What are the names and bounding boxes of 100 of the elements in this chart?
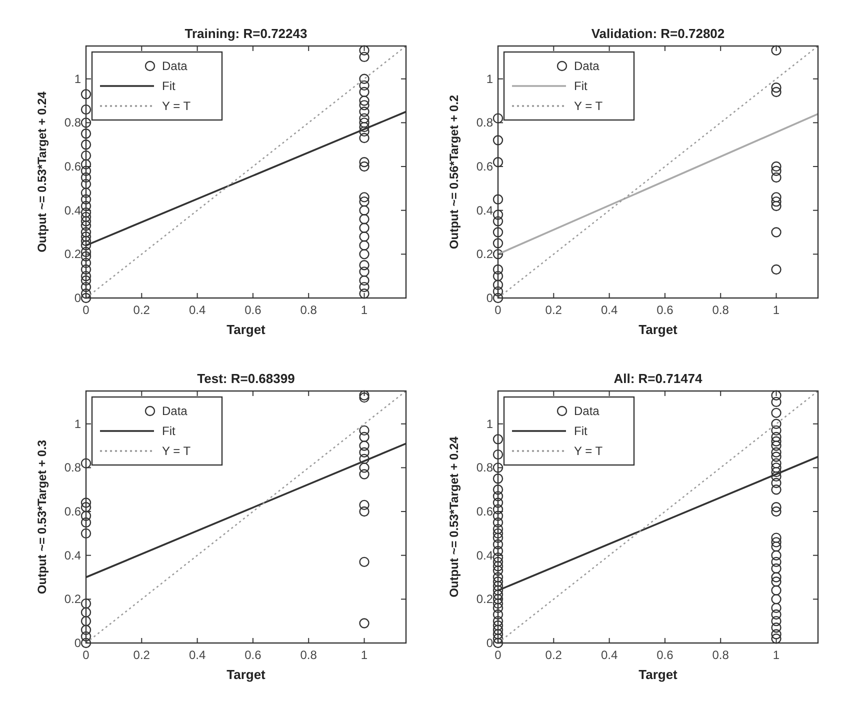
legend-label: Y = T — [574, 99, 604, 113]
point — [80, 598, 92, 609]
x-tick-label: 0.2 — [133, 303, 150, 317]
point — [80, 159, 92, 170]
point — [80, 200, 92, 212]
legend-label: Fit — [574, 424, 588, 438]
point — [359, 80, 370, 91]
y-tick-label: 1 — [74, 72, 82, 86]
x-tick-label: 0.4 — [600, 303, 618, 317]
point — [80, 275, 92, 286]
chart-title: Test: R=0.68399 — [197, 371, 295, 386]
point — [80, 270, 92, 282]
point — [80, 118, 92, 128]
point — [80, 517, 92, 528]
legend-label: Fit — [162, 79, 176, 93]
point — [771, 196, 782, 207]
point — [492, 227, 504, 238]
point — [359, 260, 370, 270]
legend-label: Y = T — [574, 444, 604, 458]
point — [492, 280, 504, 290]
point — [492, 216, 504, 226]
point — [492, 113, 504, 124]
y-axis-title: Output ~= 0.56*Target + 0.2 — [447, 94, 461, 250]
y-axis-title: Output ~= 0.53*Target + 0.3 — [35, 440, 49, 594]
x-axis-title: Target — [226, 667, 266, 682]
point — [80, 104, 92, 115]
point — [492, 157, 504, 168]
point — [771, 166, 782, 176]
y-tick-label: 0.4 — [64, 548, 82, 562]
point — [359, 192, 370, 202]
point — [359, 86, 370, 98]
chart-title: Validation: R=0.72802 — [591, 26, 725, 41]
point — [359, 447, 370, 458]
chart-title: Training: R=0.72243 — [184, 26, 308, 41]
point — [359, 161, 370, 172]
point — [359, 52, 370, 62]
point — [359, 432, 370, 442]
point — [359, 118, 370, 128]
legend-label: Data — [574, 59, 600, 73]
x-tick-label: 0 — [82, 303, 90, 317]
point — [359, 96, 370, 106]
legend-label: Fit — [574, 79, 588, 93]
y-tick-label: 0.6 — [64, 504, 82, 519]
x-tick-label: 0.8 — [712, 648, 730, 662]
point — [359, 440, 370, 451]
point — [80, 240, 92, 251]
y-tick-label: 0 — [74, 636, 82, 650]
x-tick-label: 1 — [360, 648, 368, 662]
point — [359, 618, 370, 628]
point — [492, 238, 504, 248]
x-tick-label: 0.6 — [656, 303, 674, 317]
point — [359, 205, 370, 216]
point — [80, 638, 92, 648]
x-tick-label: 1 — [772, 648, 780, 662]
y-tick-label: 0 — [486, 291, 494, 305]
point — [359, 106, 370, 117]
y-axis-title: Output ~= 0.53*Target + 0.24 — [35, 91, 49, 252]
point — [771, 161, 782, 172]
point — [80, 528, 92, 539]
y-tick-label: 0.4 — [476, 548, 494, 562]
x-axis-title: Target — [226, 322, 266, 337]
chart-title: All: R=0.71474 — [614, 371, 704, 386]
y-tick-label: 1 — [486, 72, 494, 86]
point — [80, 264, 92, 275]
point — [359, 469, 370, 480]
point — [359, 506, 370, 517]
x-tick-label: 0.6 — [656, 648, 674, 662]
point — [80, 166, 92, 176]
point — [80, 232, 92, 242]
point — [80, 292, 92, 304]
point — [359, 214, 370, 224]
legend-label: Data — [574, 404, 600, 418]
point — [492, 194, 504, 204]
point — [80, 140, 92, 150]
point — [771, 86, 782, 98]
point — [492, 249, 504, 260]
y-tick-label: 1 — [74, 416, 82, 431]
point — [359, 275, 370, 286]
point — [359, 222, 370, 233]
point — [771, 45, 782, 56]
point — [771, 200, 782, 212]
point — [771, 172, 782, 183]
point — [80, 172, 92, 183]
point — [80, 502, 92, 512]
y-tick-label: 0.6 — [64, 160, 82, 174]
point — [492, 135, 504, 146]
point — [80, 251, 92, 262]
point — [359, 126, 370, 137]
x-axis-title: Target — [638, 322, 678, 337]
y-tick-label: 0 — [486, 636, 494, 650]
point — [359, 392, 370, 403]
point — [80, 220, 92, 231]
x-tick-label: 0.2 — [133, 648, 150, 662]
point — [771, 264, 782, 275]
point — [80, 616, 92, 626]
x-tick-label: 0.4 — [600, 648, 618, 662]
point — [771, 82, 782, 93]
point — [492, 210, 504, 220]
point — [359, 157, 370, 168]
point — [771, 192, 782, 202]
